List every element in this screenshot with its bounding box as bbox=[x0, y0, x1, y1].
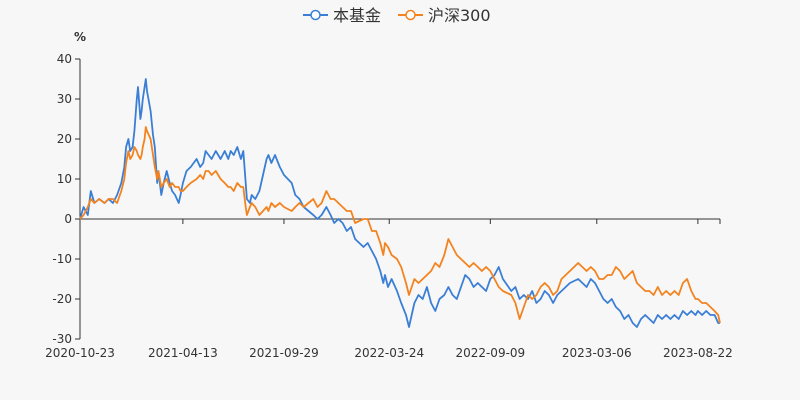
x-tick-label: 2023-08-22 bbox=[663, 346, 733, 360]
y-axis-ticks: -30 -20 -10 0 10 20 30 40 bbox=[52, 52, 80, 346]
series-layer bbox=[79, 78, 721, 328]
legend-marker-icon bbox=[310, 9, 321, 21]
y-tick-label: 0 bbox=[64, 212, 72, 226]
y-tick-label: 40 bbox=[57, 52, 72, 66]
x-tick-label: 2022-09-09 bbox=[455, 346, 525, 360]
y-tick-label: 30 bbox=[57, 92, 72, 106]
x-tick-label: 2021-09-29 bbox=[249, 346, 319, 360]
x-axis-ticks: 2020-10-23 2021-04-13 2021-09-29 2022-03-24… bbox=[45, 219, 733, 360]
y-tick-label: -20 bbox=[52, 292, 72, 306]
legend[interactable]: 本基金 沪深300 bbox=[303, 6, 491, 25]
legend-label: 沪深300 bbox=[428, 6, 491, 25]
legend-marker-icon bbox=[405, 9, 416, 21]
series-line-1[interactable] bbox=[79, 126, 721, 324]
legend-item-1[interactable]: 沪深300 bbox=[398, 6, 491, 25]
legend-item-0[interactable]: 本基金 bbox=[303, 6, 381, 25]
axes bbox=[79, 59, 720, 339]
legend-label: 本基金 bbox=[333, 6, 381, 25]
series-line-0[interactable] bbox=[79, 78, 720, 328]
y-tick-label: 20 bbox=[57, 132, 72, 146]
x-tick-label: 2023-03-06 bbox=[562, 346, 632, 360]
y-tick-label: -10 bbox=[52, 252, 72, 266]
x-tick-label: 2021-04-13 bbox=[148, 346, 218, 360]
x-tick-label: 2022-03-24 bbox=[354, 346, 424, 360]
y-unit-label: % bbox=[74, 30, 86, 44]
x-tick-label: 2020-10-23 bbox=[45, 346, 115, 360]
y-tick-label: -30 bbox=[52, 332, 72, 346]
y-tick-label: 10 bbox=[57, 172, 72, 186]
